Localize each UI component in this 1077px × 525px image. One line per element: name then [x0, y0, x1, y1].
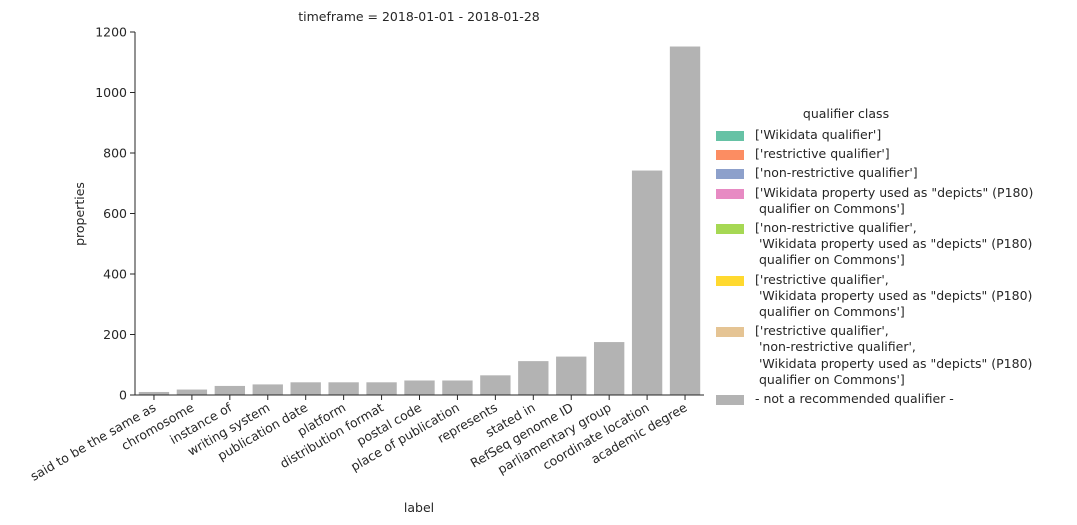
bar-6 [366, 382, 397, 395]
bars-group [138, 46, 701, 396]
legend-item-3: ['Wikidata property used as "depicts" (P… [716, 185, 1076, 217]
legend-label: - not a recommended qualifier - [755, 391, 954, 407]
bar-7 [404, 380, 435, 395]
y-tick-label-2: 400 [103, 267, 127, 282]
bar-10 [518, 361, 549, 395]
legend-item-6: ['restrictive qualifier', 'non-restricti… [716, 323, 1076, 388]
legend-swatch [716, 150, 744, 161]
bar-11 [556, 356, 587, 395]
chart-title: timeframe = 2018-01-01 - 2018-01-28 [298, 9, 540, 24]
legend-label: ['non-restrictive qualifier'] [755, 165, 918, 181]
x-axis-label: label [404, 500, 434, 515]
bar-3 [252, 384, 283, 395]
legend-swatch [716, 131, 744, 141]
legend: qualifier class ['Wikidata qualifier'] ['… [716, 106, 1076, 410]
y-tick-label-5: 1000 [95, 85, 127, 100]
bar-13 [631, 170, 663, 395]
bar-2 [214, 385, 246, 395]
legend-label: ['Wikidata property used as "depicts" (P… [755, 184, 1034, 216]
legend-item-7: - not a recommended qualifier - [716, 391, 1076, 407]
legend-swatch [716, 188, 744, 199]
legend-swatch [716, 224, 744, 235]
legend-item-4: ['non-restrictive qualifier', 'Wikidata … [716, 220, 1076, 269]
bar-12 [593, 342, 625, 395]
legend-item-0: ['Wikidata qualifier'] [716, 127, 1076, 143]
legend-label: ['restrictive qualifier', 'Wikidata prop… [755, 271, 1033, 320]
y-tick-label-3: 600 [103, 206, 127, 221]
x-ticks-group: said to be the same aschromosomeinstance… [28, 395, 690, 484]
legend-swatch [716, 395, 744, 406]
bar-0 [138, 391, 170, 395]
bar-5 [328, 382, 359, 395]
bar-4 [290, 382, 321, 395]
legend-item-5: ['restrictive qualifier', 'Wikidata prop… [716, 272, 1076, 321]
legend-swatch [716, 169, 744, 180]
legend-swatch [716, 275, 744, 286]
y-ticks-group: 0 200 400 600 800 1000 1200 [95, 25, 135, 403]
bar-8 [442, 380, 473, 395]
y-tick-label-6: 1200 [95, 25, 127, 40]
bar-14 [669, 46, 701, 396]
y-tick-label-1: 200 [103, 327, 127, 342]
legend-label: ['restrictive qualifier', 'non-restricti… [755, 323, 1033, 387]
legend-item-2: ['non-restrictive qualifier'] [716, 165, 1076, 181]
bar-1 [176, 389, 208, 395]
legend-title: qualifier class [802, 106, 890, 121]
legend-label: ['Wikidata qualifier'] [755, 127, 882, 142]
y-tick-label-0: 0 [119, 388, 127, 403]
legend-items: ['Wikidata qualifier'] ['restrictive qual… [716, 127, 1076, 407]
y-tick-label-4: 800 [103, 146, 127, 161]
legend-label: ['restrictive qualifier'] [755, 146, 890, 162]
legend-label: ['non-restrictive qualifier', 'Wikidata … [755, 220, 1033, 268]
legend-item-1: ['restrictive qualifier'] [716, 146, 1076, 162]
y-axis-label: properties [72, 182, 87, 246]
legend-swatch [716, 327, 744, 338]
bar-9 [480, 375, 511, 395]
